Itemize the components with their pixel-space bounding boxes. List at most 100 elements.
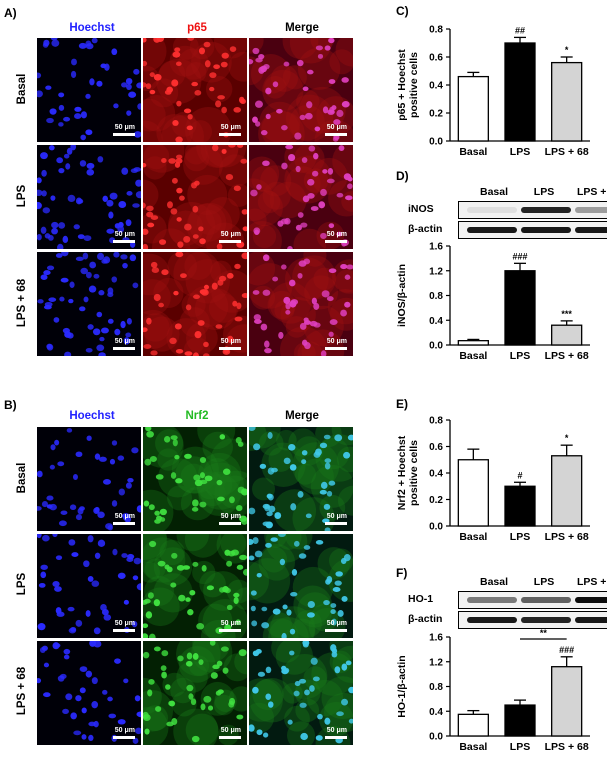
y-axis-label: Nrf2 + Hoechst [396, 435, 408, 510]
bar-lps [504, 704, 536, 737]
chart-d-letter: D) [396, 169, 409, 183]
panel-b-micrograph-basal-merge: 50 μm [249, 427, 353, 531]
y-axis-label: positive cells [408, 52, 420, 118]
panel-a-col-p65: p65 [187, 22, 207, 34]
panel-d-blot-strip [458, 201, 607, 219]
panel-d-band [467, 227, 517, 233]
y-axis-label: positive cells [408, 440, 420, 506]
panel-b-col-hoechst: Hoechst [69, 410, 115, 422]
bar-basal [457, 75, 489, 142]
chart-f: F) 0.0 0.4 0.8 1.2 1.6 HO-1/β-actin Basal LPS ###… [396, 566, 590, 753]
x-tick-label: LPS [510, 741, 530, 753]
panel-d-band [521, 227, 571, 233]
y-axis-label: HO-1/β-actin [396, 655, 408, 717]
y-tick-label: 0.8 [429, 682, 443, 693]
scale-bar-label: 50 μm [220, 338, 241, 345]
panel-d-row-label: β-actin [408, 223, 443, 235]
scale-bar [113, 347, 135, 350]
panel-a-letter: A) [4, 6, 17, 20]
panel-a-col-merge: Merge [285, 22, 319, 34]
significance-label: * [565, 45, 569, 55]
panel-a-micrograph-basal-p65: 50 μm [143, 38, 247, 142]
panel-a-row-lps68: LPS + 68 [16, 278, 28, 328]
scale-bar-label: 50 μm [114, 513, 135, 520]
panel-a-micrograph-lps-merge: 50 μm [249, 145, 353, 249]
y-tick-label: 0.0 [429, 732, 443, 743]
panel-d-lane-label: LPS + 68 [576, 186, 607, 198]
panel-f-blot-strip [458, 591, 607, 609]
y-tick-label: 0.8 [429, 291, 443, 302]
scale-bar [325, 629, 347, 632]
x-tick-label: LPS + 68 [545, 146, 589, 158]
panel-f-band [467, 597, 517, 603]
scale-bar [219, 736, 241, 739]
x-tick-label: LPS + 68 [545, 531, 589, 543]
panel-b-micrograph-lps-hoechst: 50 μm [37, 534, 141, 638]
scale-bar [113, 522, 135, 525]
chart-c-letter: C) [396, 4, 409, 18]
y-tick-label: 0.6 [429, 442, 443, 453]
scale-bar-label: 50 μm [220, 124, 241, 131]
scale-bar-label: 50 μm [326, 124, 347, 131]
chart-e-letter: E) [396, 397, 408, 411]
scale-bar-label: 50 μm [220, 513, 241, 520]
comparison-bracket-label: ** [540, 628, 548, 638]
y-tick-label: 0.8 [429, 416, 443, 427]
x-tick-label: Basal [459, 350, 487, 362]
panel-b-micrograph-lps-nrf2: 50 μm [143, 534, 247, 638]
panel-b-col-nrf2: Nrf2 [185, 410, 209, 422]
panel-d-band [521, 207, 571, 213]
y-tick-label: 0.0 [429, 522, 443, 533]
bar-lps [504, 270, 536, 346]
panel-b-micrograph-lps-merge: 50 μm [249, 534, 353, 638]
scale-bar-label: 50 μm [326, 231, 347, 238]
scale-bar [219, 522, 241, 525]
y-tick-label: 0.4 [429, 707, 443, 718]
panel-a-micrograph-lps-hoechst: 50 μm [37, 145, 141, 249]
significance-label: # [517, 470, 522, 480]
panel-d-band [575, 207, 607, 213]
panel-b-row-lps: LPS [16, 572, 28, 596]
y-tick-label: 0.8 [429, 25, 443, 36]
chart-e: E) 0.0 0.2 0.4 0.6 0.8 Nrf2 + Hoechst positive … [396, 397, 590, 543]
scale-bar-label: 50 μm [114, 620, 135, 627]
panel-a-micrograph-lps68-merge: 50 μm [249, 252, 353, 356]
scale-bar-label: 50 μm [114, 338, 135, 345]
bar-lps68 [551, 455, 583, 527]
panel-a-micrograph-basal-merge: 50 μm [249, 38, 353, 142]
bar-lps68 [551, 61, 583, 142]
panel-b-micrograph-basal-nrf2: 50 μm [143, 427, 247, 531]
panel-b-micrograph-basal-hoechst: 50 μm [37, 427, 141, 531]
panel-a-row-lps: LPS [16, 184, 28, 208]
x-tick-label: LPS [510, 350, 530, 362]
panel-f-band [521, 617, 571, 623]
panel-f-band [521, 597, 571, 603]
scale-bar-label: 50 μm [220, 231, 241, 238]
scale-bar [113, 240, 135, 243]
panel-d-blot-strip [458, 221, 607, 239]
chart-c: C) 0.0 0.2 0.4 0.6 0.8 p65 + Hoechst positive c… [396, 4, 590, 158]
panel-a-row-basal: Basal [16, 73, 28, 105]
scale-bar-label: 50 μm [326, 620, 347, 627]
y-tick-label: 0.0 [429, 341, 443, 352]
y-tick-label: 0.4 [429, 316, 443, 327]
panel-d-row-label: iNOS [408, 203, 434, 215]
bar-basal [457, 713, 489, 737]
significance-label: ### [512, 251, 527, 261]
scale-bar [325, 736, 347, 739]
scale-bar-label: 50 μm [220, 727, 241, 734]
panel-b-row-lps68: LPS + 68 [16, 666, 28, 716]
panel-a-micrograph-lps68-hoechst: 50 μm [37, 252, 141, 356]
bar-basal [457, 459, 489, 527]
panel-a-micrograph-lps-p65: 50 μm [143, 145, 247, 249]
scale-bar-label: 50 μm [326, 513, 347, 520]
significance-label: ## [515, 25, 525, 35]
significance-label: *** [561, 309, 572, 319]
scale-bar-label: 50 μm [114, 124, 135, 131]
panel-a-micrograph-basal-hoechst: 50 μm [37, 38, 141, 142]
y-tick-label: 0.2 [429, 495, 443, 506]
x-tick-label: LPS [510, 146, 530, 158]
y-tick-label: 0.4 [429, 469, 443, 480]
bar-lps [504, 485, 536, 527]
panel-f-band [575, 617, 607, 623]
